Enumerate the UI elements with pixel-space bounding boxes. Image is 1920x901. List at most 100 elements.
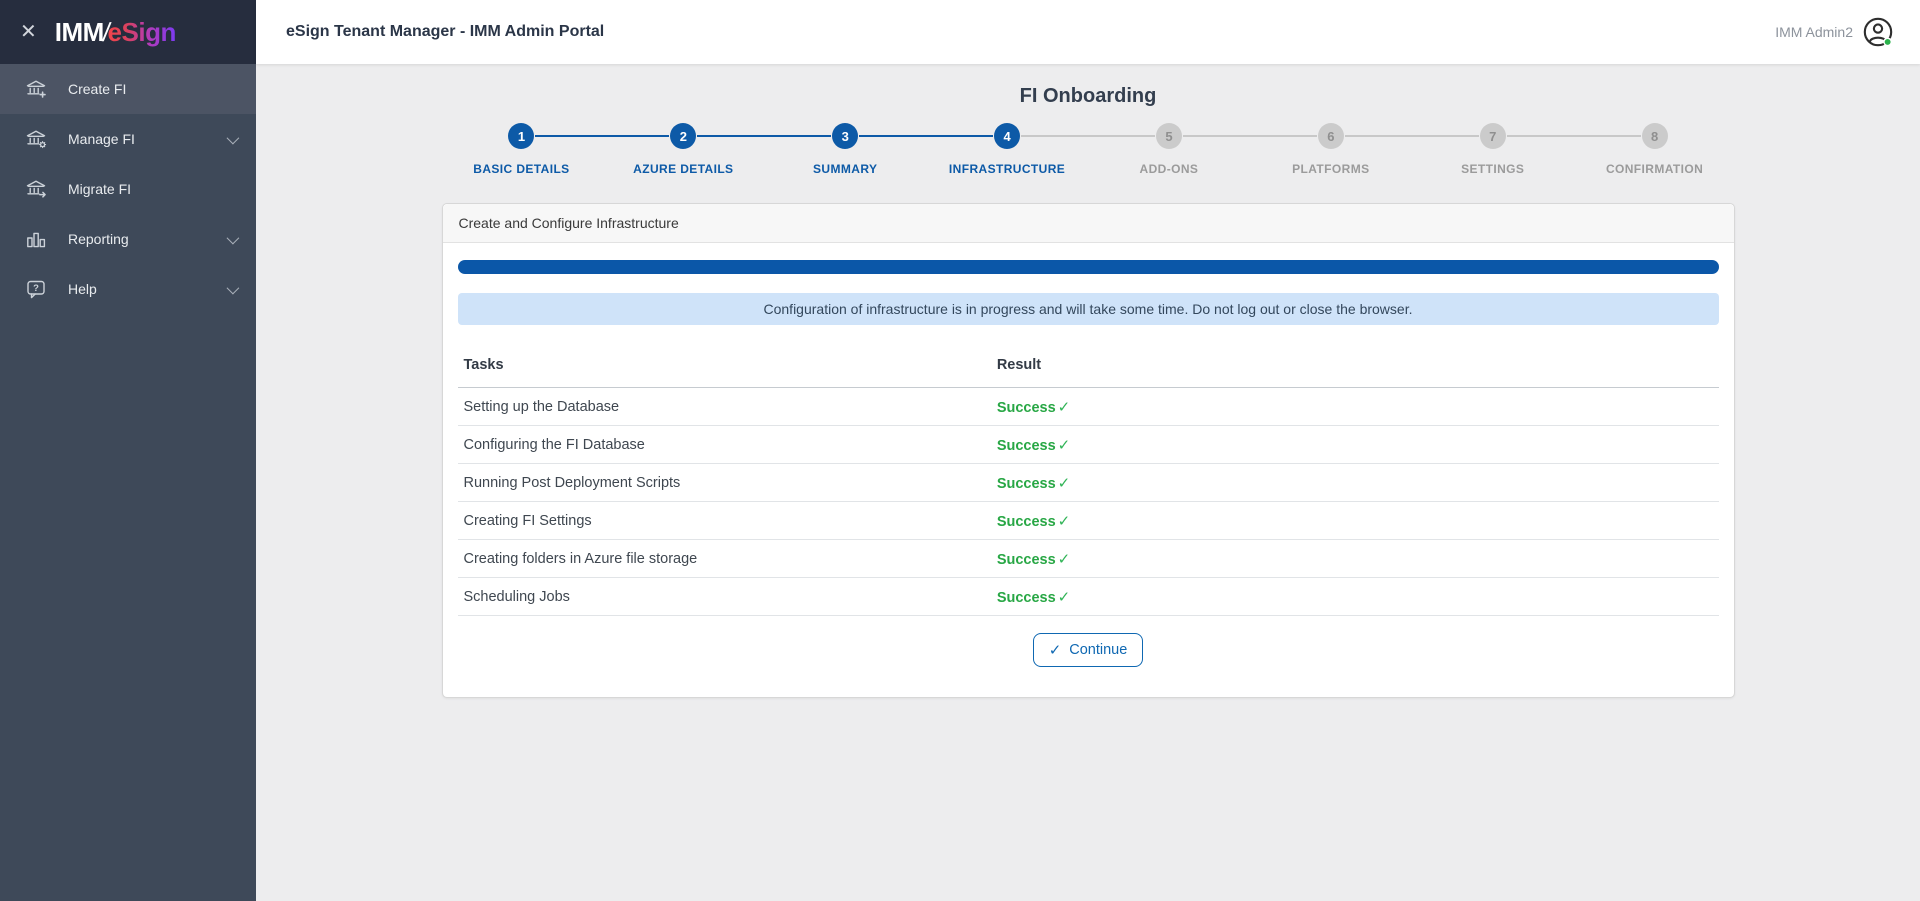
table-row: Creating folders in Azure file storage S… xyxy=(457,540,1719,578)
task-name: Setting up the Database xyxy=(463,398,620,415)
logo-esign-text: eSign xyxy=(107,16,177,47)
step-label: CONFIRMATION xyxy=(1605,162,1704,176)
sidebar-item-label: Reporting xyxy=(68,231,129,247)
table-row: Configuring the FI Database Success ✓ xyxy=(457,426,1719,464)
bar-chart-icon xyxy=(24,227,48,251)
step-label: SETTINGS xyxy=(1461,162,1525,176)
page-title: FI Onboarding xyxy=(1019,85,1157,107)
step-settings: 7 SETTINGS xyxy=(1344,123,1574,176)
check-icon: ✓ xyxy=(1057,512,1071,530)
task-result: Success ✓ xyxy=(997,550,1713,568)
sidebar-item-reporting[interactable]: Reporting xyxy=(0,214,256,264)
info-banner: Configuration of infrastructure is in pr… xyxy=(457,293,1719,325)
task-result: Success ✓ xyxy=(997,436,1713,454)
app-header: eSign Tenant Manager - IMM Admin Portal … xyxy=(256,0,1920,64)
success-label: Success xyxy=(996,551,1056,568)
step-circle[interactable]: 2 xyxy=(670,123,697,149)
step-circle[interactable]: 1 xyxy=(508,123,535,149)
progress-bar-fill xyxy=(457,260,1719,274)
sidebar-item-label: Create FI xyxy=(68,81,127,97)
step-label: SUMMARY xyxy=(813,162,878,176)
progress-bar xyxy=(457,260,1719,274)
sidebar-nav: Create FI Manage FI xyxy=(0,64,256,314)
infrastructure-card: Create and Configure Infrastructure Conf… xyxy=(441,203,1735,698)
step-confirmation: 8 CONFIRMATION xyxy=(1506,123,1736,176)
step-label: BASIC DETAILS xyxy=(473,162,570,176)
chevron-down-icon xyxy=(226,131,240,144)
bank-plus-icon xyxy=(24,77,48,101)
task-result: Success ✓ xyxy=(997,512,1713,530)
svg-text:?: ? xyxy=(33,283,39,294)
app-title: eSign Tenant Manager - IMM Admin Portal xyxy=(286,23,605,40)
success-label: Success xyxy=(996,513,1056,530)
sidebar-item-label: Manage FI xyxy=(68,131,135,147)
step-circle: 5 xyxy=(1155,123,1182,149)
sidebar: ✕ IMM/eSign Create FI xyxy=(0,0,256,901)
task-name: Creating folders in Azure file storage xyxy=(463,550,698,567)
step-circle: 6 xyxy=(1317,123,1344,149)
step-label: PLATFORMS xyxy=(1292,162,1370,176)
step-azure-details: 2 AZURE DETAILS xyxy=(535,123,764,176)
success-label: Success xyxy=(996,589,1056,606)
content-area: FI Onboarding 1 BASIC DETAILS 2 AZURE DE… xyxy=(256,64,1920,901)
card-title: Create and Configure Infrastructure xyxy=(442,204,1734,243)
task-name: Creating FI Settings xyxy=(463,512,592,529)
close-icon[interactable]: ✕ xyxy=(20,21,37,43)
sidebar-item-help[interactable]: ? Help xyxy=(0,264,256,314)
check-icon: ✓ xyxy=(1048,642,1062,659)
imm-esign-logo: IMM/eSign xyxy=(54,16,177,48)
success-label: Success xyxy=(996,437,1056,454)
step-circle[interactable]: 4 xyxy=(994,123,1021,149)
step-add-ons: 5 ADD-ONS xyxy=(1021,123,1250,176)
user-name: IMM Admin2 xyxy=(1775,24,1853,40)
task-table: Tasks Result Setting up the Database Suc… xyxy=(457,347,1719,616)
task-result: Success ✓ xyxy=(997,474,1713,492)
onboarding-stepper: 1 BASIC DETAILS 2 AZURE DETAILS 3 SUMMAR… xyxy=(441,123,1736,176)
step-label: AZURE DETAILS xyxy=(633,162,734,176)
result-column-header: Result xyxy=(996,357,1042,373)
sidebar-item-migrate-fi[interactable]: Migrate FI xyxy=(0,164,256,214)
check-icon: ✓ xyxy=(1057,398,1071,416)
task-result: Success ✓ xyxy=(997,398,1713,416)
step-circle: 7 xyxy=(1479,123,1506,149)
task-name: Running Post Deployment Scripts xyxy=(463,474,681,491)
button-row: ✓ Continue xyxy=(458,633,1719,667)
step-infrastructure: 4 INFRASTRUCTURE xyxy=(859,123,1088,176)
table-row: Running Post Deployment Scripts Success ✓ xyxy=(457,464,1719,502)
table-row: Setting up the Database Success ✓ xyxy=(457,388,1719,426)
task-result: Success ✓ xyxy=(997,588,1713,606)
success-label: Success xyxy=(996,399,1056,416)
bank-arrow-icon xyxy=(24,177,48,201)
sidebar-item-create-fi[interactable]: Create FI xyxy=(0,64,256,114)
task-name: Scheduling Jobs xyxy=(463,588,570,605)
main-column: eSign Tenant Manager - IMM Admin Portal … xyxy=(256,0,1920,901)
step-platforms: 6 PLATFORMS xyxy=(1182,123,1412,176)
table-row: Creating FI Settings Success ✓ xyxy=(457,502,1719,540)
user-avatar-icon[interactable] xyxy=(1861,15,1895,49)
success-label: Success xyxy=(996,475,1056,492)
step-basic-details: 1 BASIC DETAILS xyxy=(441,123,603,176)
check-icon: ✓ xyxy=(1057,550,1071,568)
sidebar-item-label: Migrate FI xyxy=(68,181,132,197)
table-header-row: Tasks Result xyxy=(457,347,1719,388)
continue-button[interactable]: ✓ Continue xyxy=(1032,633,1144,667)
tasks-column-header: Tasks xyxy=(463,357,504,373)
check-icon: ✓ xyxy=(1057,588,1071,606)
sidebar-item-manage-fi[interactable]: Manage FI xyxy=(0,114,256,164)
card-body: Configuration of infrastructure is in pr… xyxy=(443,243,1734,697)
bank-gear-icon xyxy=(24,127,48,151)
user-menu[interactable]: IMM Admin2 xyxy=(1775,15,1895,49)
step-circle[interactable]: 3 xyxy=(832,123,859,149)
continue-button-label: Continue xyxy=(1069,642,1128,658)
check-icon: ✓ xyxy=(1057,474,1071,492)
chevron-down-icon xyxy=(226,281,240,294)
logo-band: ✕ IMM/eSign xyxy=(0,0,256,64)
step-circle: 8 xyxy=(1641,123,1668,149)
task-name: Configuring the FI Database xyxy=(463,436,645,453)
chevron-down-icon xyxy=(226,231,240,244)
table-row: Scheduling Jobs Success ✓ xyxy=(457,578,1719,616)
step-label: ADD-ONS xyxy=(1139,162,1199,176)
logo-imm-text: IMM xyxy=(54,16,105,47)
step-summary: 3 SUMMARY xyxy=(697,123,926,176)
check-icon: ✓ xyxy=(1057,436,1071,454)
